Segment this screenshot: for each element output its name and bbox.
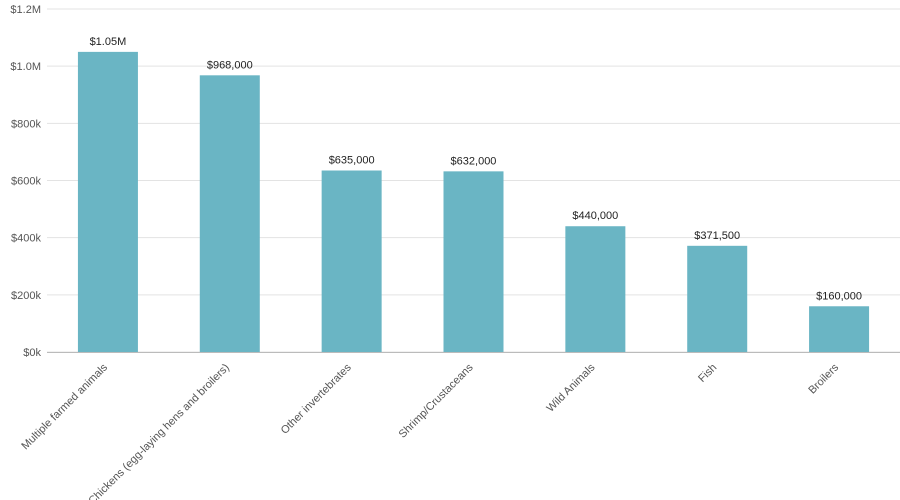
- value-label: $440,000: [572, 210, 618, 222]
- x-tick-label: Fish: [696, 362, 719, 385]
- y-tick-label: $200k: [11, 290, 41, 302]
- x-tick-label: Multiple farmed animals: [19, 361, 110, 452]
- x-tick-label: Chickens (egg-laying hens and broilers): [86, 362, 232, 500]
- y-tick-label: $400k: [11, 233, 41, 245]
- value-label: $160,000: [816, 290, 862, 302]
- bar: [565, 226, 626, 352]
- y-tick-label: $800k: [11, 118, 41, 130]
- x-tick-label: Shrimp/Crustaceans: [397, 361, 476, 440]
- x-tick-label: Other invertebrates: [279, 361, 354, 436]
- value-label: $1.05M: [90, 36, 127, 48]
- y-tick-label: $600k: [11, 176, 41, 188]
- value-label: $635,000: [329, 154, 375, 166]
- value-label: $632,000: [451, 155, 497, 167]
- x-tick-label: Wild Animals: [544, 361, 597, 414]
- bar: [687, 245, 748, 352]
- bar: [199, 75, 260, 353]
- y-tick-label: $1.0M: [10, 61, 41, 73]
- x-tick-label: Broilers: [806, 361, 841, 396]
- y-tick-label: $0k: [23, 347, 41, 359]
- bar: [321, 170, 382, 352]
- value-label: $371,500: [694, 230, 740, 242]
- bar: [443, 171, 504, 352]
- bar: [809, 306, 870, 352]
- bar: [77, 51, 138, 352]
- y-tick-label: $1.2M: [10, 4, 41, 16]
- value-label: $968,000: [207, 59, 253, 71]
